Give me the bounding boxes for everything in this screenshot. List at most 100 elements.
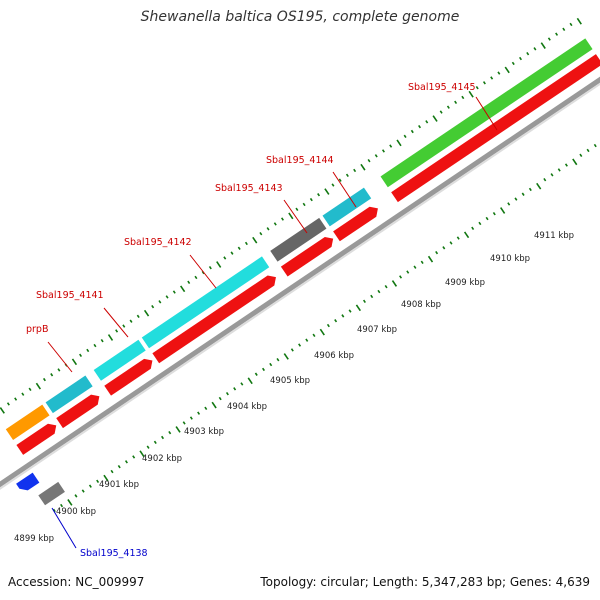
scale-tick xyxy=(252,236,258,244)
gene-leader-line xyxy=(332,171,357,208)
gene-label[interactable]: Sbal195_4141 xyxy=(36,290,104,301)
gene-leader-line xyxy=(283,199,308,234)
gene-label[interactable]: Sbal195_4144 xyxy=(266,155,334,166)
scale-tick xyxy=(194,275,198,280)
scale-tick xyxy=(187,280,191,285)
scale-tick xyxy=(180,285,186,293)
scale-tick xyxy=(317,193,321,197)
scale-tick xyxy=(168,430,172,435)
cds-arrow-6[interactable] xyxy=(333,203,381,242)
scale-tick xyxy=(497,71,501,75)
genome-backbone xyxy=(0,68,600,498)
scale-tick xyxy=(28,387,32,392)
scale-tick xyxy=(348,309,352,313)
scale-tick xyxy=(500,207,506,214)
scale-tick xyxy=(435,250,439,255)
scale-tick xyxy=(129,319,133,323)
scale-tick xyxy=(485,216,489,221)
scale-tick xyxy=(427,255,434,263)
scale-tick xyxy=(362,299,366,303)
cds-arrow-5[interactable] xyxy=(280,234,337,277)
scale-tick-label: 4899 kbp xyxy=(14,534,54,544)
scale-tick xyxy=(283,353,289,360)
scale-tick xyxy=(146,445,150,449)
scale-tick xyxy=(117,464,121,469)
scale-tick xyxy=(324,188,330,195)
scale-tick xyxy=(319,328,325,336)
gene-feature-gray-2[interactable] xyxy=(38,481,65,506)
scale-tick xyxy=(280,217,284,221)
gene-leader-line xyxy=(475,96,498,131)
gene-feature-teal-1[interactable] xyxy=(45,375,93,414)
scale-tick xyxy=(110,469,114,474)
scale-tick xyxy=(425,120,429,124)
cds-arrow-4[interactable] xyxy=(152,272,279,364)
scale-tick xyxy=(67,499,73,506)
scale-tick xyxy=(305,338,309,342)
scale-tick xyxy=(161,435,165,440)
scale-tick xyxy=(312,333,316,338)
scale-tick xyxy=(216,261,222,268)
scale-tick xyxy=(514,197,518,201)
scale-tick xyxy=(550,173,554,177)
scale-tick xyxy=(449,241,453,245)
cds-arrow-1[interactable] xyxy=(16,420,59,455)
gene-leader-line xyxy=(47,341,73,373)
gene-leader-line xyxy=(189,254,217,289)
cds-arrow-3[interactable] xyxy=(104,356,155,396)
scale-tick xyxy=(526,51,530,56)
scale-tick xyxy=(391,280,398,287)
gene-label[interactable]: Sbal195_4143 xyxy=(215,183,283,194)
scale-tick xyxy=(572,158,578,166)
scale-tick xyxy=(0,407,5,414)
scale-tick xyxy=(353,168,357,173)
gene-label[interactable]: prpB xyxy=(26,324,48,335)
gene-label[interactable]: Sbal195_4142 xyxy=(124,237,192,248)
accession-text: Accession: NC_009997 xyxy=(8,575,145,589)
scale-tick xyxy=(439,110,443,114)
scale-tick xyxy=(482,81,486,85)
genome-backbone-shadow xyxy=(0,72,600,500)
scale-tick xyxy=(461,95,465,100)
scale-tick xyxy=(547,37,551,41)
scale-tick xyxy=(107,334,114,341)
scale-tick xyxy=(418,124,422,129)
gene-feature-cyan-2[interactable] xyxy=(141,256,270,349)
scale-tick xyxy=(269,362,273,367)
scale-tick-label: 4909 kbp xyxy=(445,278,485,288)
scale-tick xyxy=(93,343,97,348)
scale-tick xyxy=(396,139,402,147)
scale-tick xyxy=(103,474,109,482)
gene-feature-teal-2[interactable] xyxy=(322,187,372,227)
scale-tick xyxy=(492,212,496,216)
scale-tick xyxy=(295,207,299,212)
scale-tick-label: 4910 kbp xyxy=(490,254,530,264)
scale-tick xyxy=(52,508,56,513)
cds-arrow-2[interactable] xyxy=(56,391,103,429)
scale-tick xyxy=(266,227,270,231)
gene-feature-cyan-1[interactable] xyxy=(93,339,146,381)
scale-tick xyxy=(586,148,590,153)
scale-tick-label: 4907 kbp xyxy=(357,325,397,335)
gene-feature-gray-1[interactable] xyxy=(270,217,327,262)
gene-feature-orange[interactable] xyxy=(5,404,50,440)
gene-label[interactable]: Sbal195_4145 xyxy=(408,82,476,93)
gene-feature-blue[interactable] xyxy=(16,472,40,494)
scale-tick xyxy=(413,265,417,269)
scale-tick xyxy=(21,392,25,396)
scale-tick xyxy=(244,241,248,246)
scale-tick xyxy=(50,373,54,377)
gene-label[interactable]: Sbal195_4138 xyxy=(80,548,148,559)
scale-tick xyxy=(233,387,237,391)
scale-tick xyxy=(432,115,438,122)
scale-tick xyxy=(490,76,494,80)
scale-tick xyxy=(528,187,532,192)
scale-tick xyxy=(298,343,302,347)
scale-tick xyxy=(124,460,128,464)
scale-tick xyxy=(420,260,424,265)
cds-arrow-7[interactable] xyxy=(391,54,600,203)
scale-tick xyxy=(403,134,407,139)
scale-tick xyxy=(355,304,362,312)
scale-tick xyxy=(309,197,313,202)
